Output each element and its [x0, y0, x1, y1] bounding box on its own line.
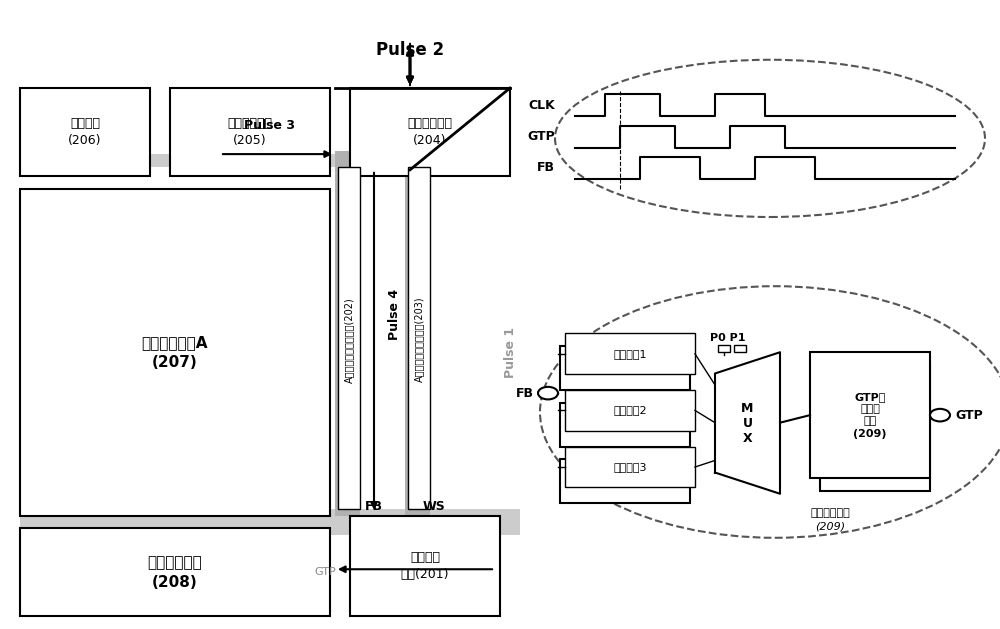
Text: WS: WS [423, 500, 445, 513]
Text: M
U
X: M U X [741, 401, 754, 445]
Bar [734, 345, 746, 352]
FancyBboxPatch shape [810, 352, 930, 478]
Text: 输出数据路径
(208): 输出数据路径 (208) [148, 555, 202, 590]
Text: 字线模拟单元
(205): 字线模拟单元 (205) [228, 117, 272, 147]
FancyBboxPatch shape [820, 365, 930, 491]
Polygon shape [715, 352, 780, 494]
Circle shape [930, 409, 950, 421]
Text: 延迟调整模块: 延迟调整模块 [810, 508, 850, 518]
FancyBboxPatch shape [20, 189, 330, 516]
Text: 延迟单元2: 延迟单元2 [608, 420, 642, 430]
Text: 延迟单元1: 延迟单元1 [608, 363, 642, 373]
Text: CLK: CLK [528, 99, 555, 111]
FancyBboxPatch shape [560, 346, 690, 390]
FancyBboxPatch shape [408, 167, 430, 509]
FancyBboxPatch shape [20, 509, 520, 535]
FancyBboxPatch shape [565, 390, 695, 431]
FancyBboxPatch shape [335, 167, 360, 516]
Text: GTP信
号发生
模块
(209): GTP信 号发生 模块 (209) [853, 391, 887, 439]
Text: A端口局部字线驱动器(202): A端口局部字线驱动器(202) [344, 297, 354, 382]
Text: FB: FB [537, 162, 555, 174]
FancyBboxPatch shape [350, 516, 500, 616]
Text: 延迟单元1: 延迟单元1 [613, 349, 647, 359]
Text: GTP信
号发生
模块
(209): GTP信 号发生 模块 (209) [860, 403, 890, 452]
Text: 模拟字线驱动
(204): 模拟字线驱动 (204) [408, 117, 452, 147]
FancyBboxPatch shape [20, 88, 150, 176]
FancyBboxPatch shape [170, 88, 330, 176]
FancyBboxPatch shape [560, 459, 690, 503]
Text: P0 P1: P0 P1 [710, 333, 746, 343]
Text: GTP: GTP [314, 567, 336, 577]
FancyBboxPatch shape [565, 333, 695, 374]
Text: Pulse 2: Pulse 2 [376, 42, 444, 59]
FancyBboxPatch shape [565, 447, 695, 487]
FancyBboxPatch shape [560, 403, 690, 447]
Text: GTP: GTP [955, 409, 983, 421]
Text: 保护单元
(206): 保护单元 (206) [68, 117, 102, 147]
Text: 延迟单元3: 延迟单元3 [608, 476, 642, 486]
FancyBboxPatch shape [350, 88, 510, 176]
Text: Pulse 4: Pulse 4 [388, 289, 402, 340]
Text: 脉冲发生
模块(201): 脉冲发生 模块(201) [401, 551, 449, 581]
Text: 延迟单元3: 延迟单元3 [613, 462, 647, 472]
FancyBboxPatch shape [338, 167, 360, 509]
Text: FB: FB [365, 500, 383, 513]
Circle shape [538, 387, 558, 399]
Text: GTP: GTP [527, 130, 555, 143]
Bar [718, 345, 730, 352]
Text: FB: FB [516, 387, 534, 399]
FancyBboxPatch shape [405, 167, 430, 516]
FancyBboxPatch shape [335, 151, 410, 167]
FancyBboxPatch shape [20, 528, 330, 616]
Text: Pulse 1: Pulse 1 [504, 326, 516, 378]
Text: Pulse 3: Pulse 3 [244, 120, 296, 132]
FancyBboxPatch shape [20, 154, 340, 167]
Text: A端口二级字线驱动器(203): A端口二级字线驱动器(203) [414, 297, 424, 382]
Text: 延迟单元2: 延迟单元2 [613, 406, 647, 415]
Text: 存储单元阵列A
(207): 存储单元阵列A (207) [142, 335, 208, 370]
Text: (209): (209) [815, 521, 845, 532]
